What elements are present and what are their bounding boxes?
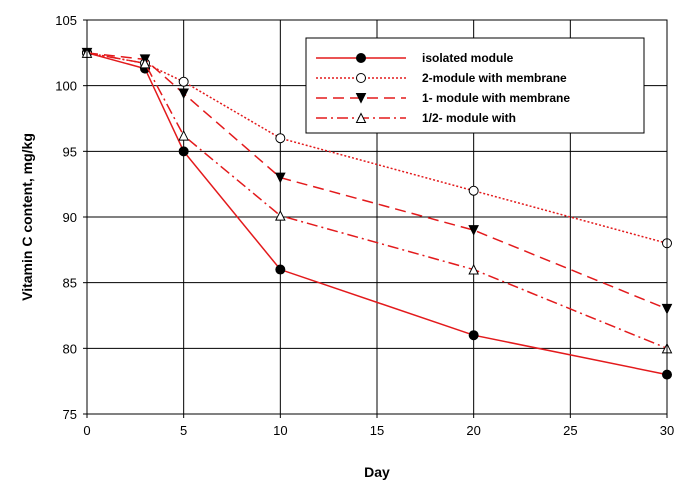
legend-label: 1/2- module with [422,111,516,125]
series-line [86,52,668,350]
y-tick-label: 95 [63,144,77,159]
data-point [178,129,189,141]
x-tick-label: 25 [563,423,577,438]
data-point [178,88,189,100]
y-axis-label: Vitamin C content, mg/kg [19,133,35,301]
legend-item: isolated module [316,51,514,65]
tick-labels: 0 5 10 15 20 25 30 75 80 85 90 95 100 105 [55,13,674,438]
data-point [468,330,479,341]
series-line [86,52,668,376]
legend-item: 1- module with membrane [316,91,570,105]
y-tick-label: 105 [55,13,77,28]
legend-marker [356,53,366,63]
legend-label: 2-module with membrane [422,71,567,85]
y-tick-label: 75 [63,407,77,422]
data-point [178,76,189,87]
y-tick-label: 100 [55,79,77,94]
data-point [275,172,286,184]
legend-marker [355,112,367,123]
x-tick-label: 5 [180,423,187,438]
data-point [468,263,479,275]
x-tick-label: 0 [83,423,90,438]
x-tick-label: 10 [273,423,287,438]
series-line [86,52,668,310]
data-point [275,264,286,275]
data-point [139,57,151,69]
legend-label: 1- module with membrane [422,91,570,105]
y-tick-label: 80 [63,341,77,356]
data-point [178,146,189,157]
y-tick-label: 90 [63,210,77,225]
data-point [275,210,286,221]
legend-marker [356,73,366,83]
x-tick-label: 20 [466,423,480,438]
data-point [275,133,286,144]
y-tick-label: 85 [63,276,77,291]
x-axis-label: Day [364,464,390,480]
legend-item: 2-module with membrane [316,71,567,85]
legend: isolated module 2-module with membrane 1- … [305,37,645,134]
series-layer [81,47,673,380]
data-point [468,185,479,196]
series-4 [81,47,673,354]
x-tick-label: 15 [370,423,384,438]
legend-marker [355,93,367,104]
legend-label: isolated module [422,51,514,65]
legend-item: 1/2- module with [316,111,516,125]
data-point [468,225,479,236]
x-tick-label: 30 [660,423,674,438]
